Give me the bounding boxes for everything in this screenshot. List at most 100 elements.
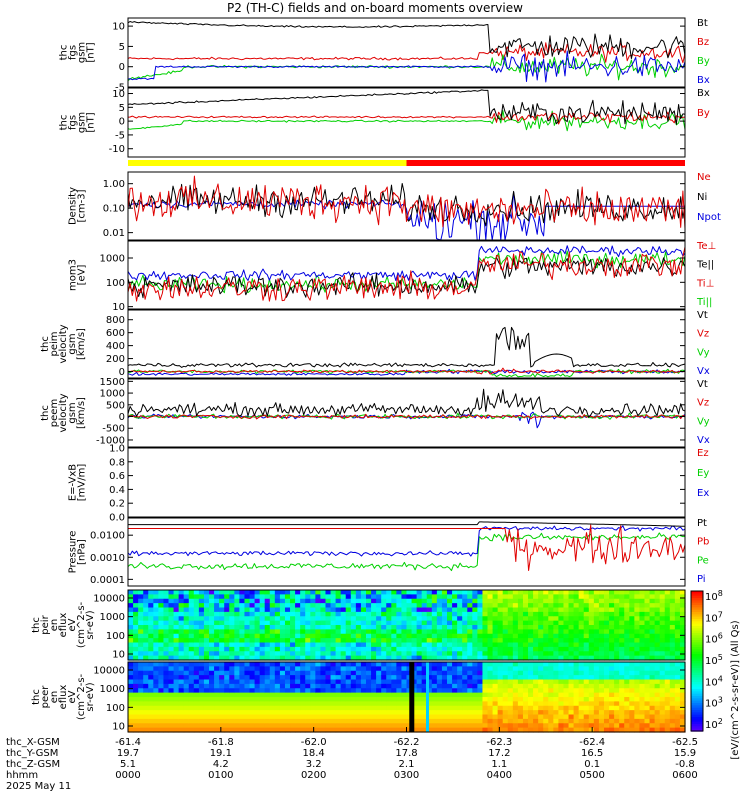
peir-cell [629,620,635,626]
peer-cell [644,714,651,720]
peir-cell [290,651,296,657]
peir-cell [350,629,357,635]
peer-cell [274,683,281,689]
peir-cell [416,646,423,652]
peer-cell [401,697,408,702]
peir-cell [669,633,676,639]
peir-cell [447,598,453,604]
peir-cell [609,633,615,639]
peir-cell [178,651,185,657]
colorbar-cell [691,663,703,667]
peir-cell [386,629,392,635]
peer-cell [507,697,514,702]
peir-cell [305,611,311,617]
peir-cell [249,603,256,609]
peer-cell [452,710,458,716]
peer-cell [558,666,565,672]
peer-cell [467,662,473,667]
peer-cell [320,710,327,716]
peir-cell [158,642,165,648]
peir-cell [284,620,291,626]
peir-cell [391,646,397,652]
peer-cell [203,714,210,720]
peir-cell [528,646,534,652]
y-axis-label: thc [40,405,51,421]
peir-cell [350,607,357,613]
peir-cell [391,598,397,604]
peir-cell [568,603,575,609]
peir-cell [198,625,205,630]
peer-cell [178,714,185,720]
peer-cell [603,670,610,676]
peir-cell [467,633,473,639]
peir-cell [259,642,266,648]
peer-cell [664,701,671,707]
peir-cell [300,646,306,652]
ytick-label: 0.4 [109,485,125,496]
peer-cell [244,662,251,667]
colorbar-cell [691,593,703,597]
peer-cell [447,697,453,702]
peer-cell [183,727,190,733]
peir-cell [558,629,565,635]
peir-cell [593,651,600,657]
peer-cell [512,714,519,720]
peir-cell [659,598,666,604]
peer-cell [639,727,646,733]
peir-cell [224,616,230,622]
peir-cell [188,655,195,661]
peir-cell [178,620,185,626]
peer-cell [467,683,473,689]
peir-cell [279,625,286,630]
peir-cell [629,598,635,604]
peer-cell [452,714,458,720]
peir-cell [528,638,534,644]
peer-cell [619,692,625,698]
peer-cell [183,683,190,689]
peer-cell [462,710,468,716]
peer-cell [133,727,139,733]
peer-cell [477,705,484,711]
peir-cell [462,625,468,630]
peer-cell [421,701,428,707]
peer-cell [477,714,484,720]
peer-cell [614,697,620,702]
peir-cell [371,646,377,652]
peer-cell [239,692,246,698]
peir-cell [365,655,372,661]
peir-cell [679,611,686,617]
peer-cell [563,697,570,702]
peer-cell [269,679,276,685]
peer-cell [583,718,590,724]
xaxis-row-value: 18.4 [303,748,325,759]
colorbar-cell [691,689,703,693]
peer-cell [528,727,534,733]
peer-cell [452,666,458,672]
peir-cell [229,646,235,652]
peir-cell [365,625,372,630]
peir-cell [386,598,392,604]
peir-cell [259,603,266,609]
peir-cell [533,594,539,600]
peer-cell [138,679,144,685]
peir-cell [178,594,185,600]
peir-cell [219,655,225,661]
peer-cell [376,688,382,694]
peer-cell [345,701,352,707]
peir-cell [290,611,296,617]
peer-cell [457,662,463,667]
peir-cell [447,655,453,661]
peer-cell [659,701,666,707]
peer-cell [431,666,438,672]
peer-cell [269,727,276,733]
peer-cell [244,688,251,694]
peir-cell [259,616,266,622]
peer-cell [178,727,185,733]
peir-cell [558,651,565,657]
peer-cell [153,710,159,716]
peir-cell [462,598,468,604]
peer-cell [163,679,170,685]
peir-cell [350,642,357,648]
peir-cell [629,616,635,622]
peer-cell [219,679,225,685]
